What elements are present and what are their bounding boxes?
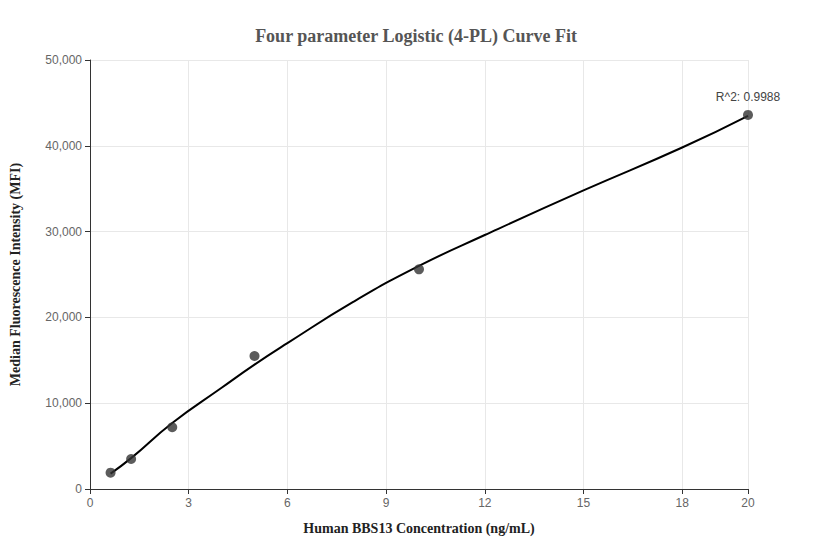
svg-text:9: 9 [383, 496, 390, 510]
svg-text:30,000: 30,000 [45, 225, 82, 239]
svg-text:20: 20 [741, 496, 755, 510]
svg-text:Median Fluorescence Intensity: Median Fluorescence Intensity (MFI) [8, 163, 24, 387]
svg-text:18: 18 [676, 496, 690, 510]
svg-text:20,000: 20,000 [45, 310, 82, 324]
svg-text:0: 0 [75, 482, 82, 496]
svg-text:50,000: 50,000 [45, 53, 82, 67]
svg-text:10,000: 10,000 [45, 396, 82, 410]
svg-text:15: 15 [577, 496, 591, 510]
svg-text:0: 0 [87, 496, 94, 510]
svg-text:R^2: 0.9988: R^2: 0.9988 [716, 90, 781, 104]
svg-text:40,000: 40,000 [45, 139, 82, 153]
svg-text:6: 6 [284, 496, 291, 510]
svg-text:Four parameter Logistic (4-PL): Four parameter Logistic (4-PL) Curve Fit [255, 26, 577, 47]
svg-text:3: 3 [185, 496, 192, 510]
svg-text:Human BBS13 Concentration (ng/: Human BBS13 Concentration (ng/mL) [303, 521, 535, 537]
svg-text:12: 12 [478, 496, 492, 510]
